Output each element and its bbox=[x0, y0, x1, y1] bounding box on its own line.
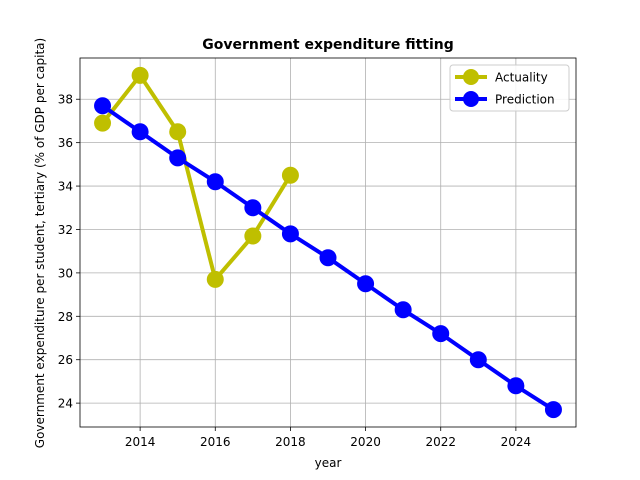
data-point-actuality bbox=[131, 66, 149, 84]
y-tick-label: 28 bbox=[58, 310, 73, 324]
x-tick-label: 2014 bbox=[125, 435, 156, 449]
x-tick-label: 2022 bbox=[425, 435, 456, 449]
data-point-prediction bbox=[357, 275, 375, 293]
series-line-actuality bbox=[100, 73, 293, 282]
series-layer bbox=[94, 66, 562, 419]
x-tick-label: 2020 bbox=[350, 435, 381, 449]
data-point-prediction bbox=[206, 173, 224, 191]
grid bbox=[80, 58, 576, 427]
data-point-actuality bbox=[94, 114, 112, 132]
data-point-prediction bbox=[394, 301, 412, 319]
y-axis-label: Government expenditure per student, tert… bbox=[33, 38, 47, 448]
data-point-actuality bbox=[169, 123, 187, 141]
data-point-prediction bbox=[94, 97, 112, 115]
data-point-prediction bbox=[544, 401, 562, 419]
data-point-prediction bbox=[169, 149, 187, 167]
data-point-prediction bbox=[319, 249, 337, 267]
axes: 2014 2016 2018 2020 2022 2024 24 26 28 30 32 34 36 38 bbox=[58, 57, 577, 449]
legend-label: Prediction bbox=[495, 93, 555, 107]
data-point-prediction bbox=[469, 351, 487, 369]
chart-title: Government expenditure fitting bbox=[202, 37, 454, 53]
x-tick-label: 2018 bbox=[275, 435, 306, 449]
legend-marker-actuality bbox=[463, 69, 479, 85]
y-tick-label: 30 bbox=[58, 266, 73, 280]
data-point-prediction bbox=[244, 199, 262, 217]
legend: Actuality Prediction bbox=[449, 64, 570, 112]
data-point-actuality bbox=[244, 227, 262, 245]
data-point-actuality bbox=[206, 270, 224, 288]
data-point-actuality bbox=[281, 166, 299, 184]
x-tick-label: 2024 bbox=[501, 435, 532, 449]
y-tick-label: 36 bbox=[58, 136, 73, 150]
y-tick-label: 32 bbox=[58, 223, 73, 237]
data-point-prediction bbox=[432, 325, 450, 343]
data-point-prediction bbox=[507, 377, 525, 395]
data-point-prediction bbox=[281, 225, 299, 243]
y-tick-label: 24 bbox=[58, 397, 73, 411]
y-tick-label: 38 bbox=[58, 93, 73, 107]
y-tick-label: 26 bbox=[58, 353, 73, 367]
x-axis-label: year bbox=[315, 456, 342, 470]
x-tick-label: 2016 bbox=[200, 435, 231, 449]
legend-label: Actuality bbox=[495, 71, 548, 85]
legend-marker-prediction bbox=[463, 91, 479, 107]
plot-frame bbox=[79, 57, 577, 428]
y-tick-label: 34 bbox=[58, 180, 73, 194]
data-point-prediction bbox=[131, 123, 149, 141]
